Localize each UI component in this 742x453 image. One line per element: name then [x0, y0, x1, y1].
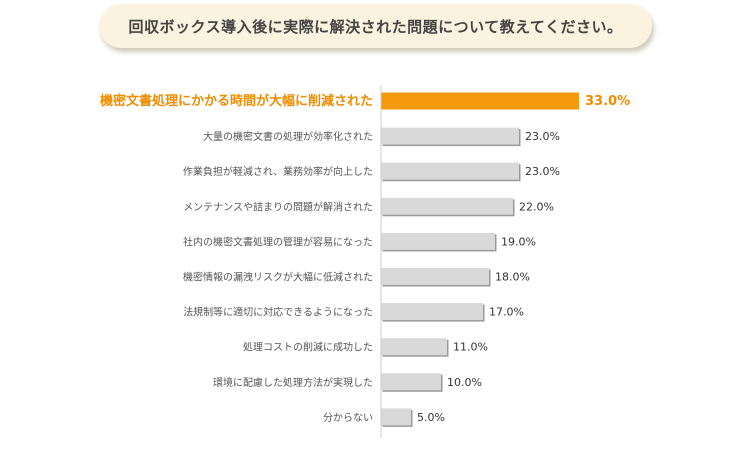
bar: [381, 408, 411, 426]
category-label: 分からない: [323, 412, 373, 424]
category-label: 法規制等に適切に対応できるようになった: [183, 306, 373, 319]
category-label: 環境に配慮した処理方法が実現した: [213, 376, 373, 389]
category-label: 作業負担が軽減され、業務効率が向上した: [183, 165, 373, 178]
bar: [381, 92, 579, 110]
question-title: 回収ボックス導入後に実際に解決された問題について教えてください。: [128, 17, 623, 36]
bar: [381, 373, 441, 391]
data-label: 18.0%: [495, 271, 530, 284]
bar: [381, 303, 483, 321]
data-label: 19.0%: [501, 235, 536, 248]
question-title-banner: 回収ボックス導入後に実際に解決された問題について教えてください。: [99, 4, 652, 48]
bar: [381, 338, 447, 356]
category-label: 処理コストの削減に成功した: [243, 341, 373, 354]
category-label: 機密文書処理にかかる時間が大幅に削減された: [100, 93, 373, 109]
category-label: 社内の機密文書処理の管理が容易になった: [183, 235, 373, 248]
category-label: 機密情報の漏洩リスクが大幅に低減された: [183, 271, 373, 284]
data-label: 17.0%: [489, 306, 524, 319]
data-label: 23.0%: [525, 130, 560, 143]
data-label: 11.0%: [453, 341, 488, 354]
bar: [381, 268, 489, 285]
bar: [381, 162, 519, 180]
category-label: メンテナンスや詰まりの問題が解消された: [183, 200, 373, 213]
data-label: 33.0%: [585, 94, 630, 109]
bar: [381, 232, 495, 250]
category-label: 大量の機密文書の処理が効率化された: [203, 130, 373, 143]
data-label: 22.0%: [519, 200, 554, 213]
bar: [381, 127, 519, 145]
data-label: 23.0%: [525, 165, 560, 178]
bar: [381, 197, 513, 215]
data-label: 10.0%: [447, 376, 482, 389]
data-label: 5.0%: [417, 411, 445, 424]
